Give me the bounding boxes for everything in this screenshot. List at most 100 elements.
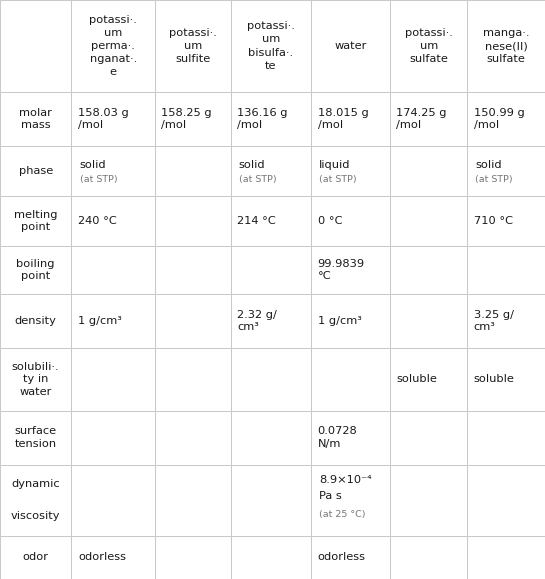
- Text: 99.9839
°C: 99.9839 °C: [318, 259, 365, 281]
- Text: molar
mass: molar mass: [19, 108, 52, 130]
- Bar: [231, 0, 311, 92]
- Text: phase: phase: [19, 166, 53, 176]
- Bar: [390, 146, 468, 196]
- Text: potassi·.
um
sulfite: potassi·. um sulfite: [169, 28, 217, 64]
- Text: 710 °C: 710 °C: [474, 216, 513, 226]
- Text: potassi·.
um
sulfate: potassi·. um sulfate: [405, 28, 453, 64]
- Bar: [390, 411, 468, 464]
- Bar: [231, 246, 311, 294]
- Text: 0 °C: 0 °C: [318, 216, 342, 226]
- Bar: [71, 536, 155, 579]
- Bar: [311, 146, 390, 196]
- Bar: [71, 0, 155, 92]
- Text: 1 g/cm³: 1 g/cm³: [318, 316, 361, 326]
- Text: odor: odor: [23, 552, 49, 562]
- Text: (at STP): (at STP): [239, 175, 276, 184]
- Bar: [0, 536, 71, 579]
- Bar: [155, 348, 231, 411]
- Text: odorless: odorless: [318, 552, 366, 562]
- Bar: [155, 294, 231, 348]
- Bar: [155, 464, 231, 536]
- Text: boiling
point: boiling point: [16, 259, 55, 281]
- Text: 240 °C: 240 °C: [78, 216, 117, 226]
- Bar: [390, 0, 468, 92]
- Text: 158.03 g
/mol: 158.03 g /mol: [78, 108, 129, 130]
- Bar: [0, 0, 71, 92]
- Bar: [0, 348, 71, 411]
- Bar: [0, 246, 71, 294]
- Text: 136.16 g
/mol: 136.16 g /mol: [237, 108, 288, 130]
- Text: potassi·.
um
perma·.
nganat·.
e: potassi·. um perma·. nganat·. e: [89, 14, 137, 78]
- Text: dynamic: dynamic: [11, 479, 60, 489]
- Bar: [155, 196, 231, 246]
- Bar: [468, 0, 545, 92]
- Bar: [231, 464, 311, 536]
- Bar: [311, 92, 390, 146]
- Text: 8.9×10⁻⁴: 8.9×10⁻⁴: [319, 475, 372, 485]
- Bar: [71, 246, 155, 294]
- Text: solid: solid: [239, 160, 265, 170]
- Bar: [231, 348, 311, 411]
- Text: 0.0728
N/m: 0.0728 N/m: [318, 426, 358, 449]
- Bar: [0, 92, 71, 146]
- Bar: [71, 146, 155, 196]
- Text: (at STP): (at STP): [80, 175, 117, 184]
- Text: viscosity: viscosity: [11, 511, 60, 521]
- Bar: [231, 411, 311, 464]
- Bar: [390, 92, 468, 146]
- Text: solid: solid: [475, 160, 502, 170]
- Bar: [468, 246, 545, 294]
- Text: solubili·.
ty in
water: solubili·. ty in water: [12, 362, 59, 397]
- Text: density: density: [15, 316, 57, 326]
- Bar: [311, 246, 390, 294]
- Bar: [71, 294, 155, 348]
- Text: melting
point: melting point: [14, 210, 57, 232]
- Bar: [468, 536, 545, 579]
- Bar: [155, 246, 231, 294]
- Text: 150.99 g
/mol: 150.99 g /mol: [474, 108, 524, 130]
- Bar: [231, 294, 311, 348]
- Bar: [468, 196, 545, 246]
- Bar: [71, 196, 155, 246]
- Bar: [0, 196, 71, 246]
- Bar: [311, 411, 390, 464]
- Text: 1 g/cm³: 1 g/cm³: [78, 316, 122, 326]
- Bar: [0, 464, 71, 536]
- Bar: [155, 146, 231, 196]
- Text: potassi·.
um
bisulfa·.
te: potassi·. um bisulfa·. te: [247, 21, 295, 71]
- Bar: [155, 92, 231, 146]
- Bar: [390, 246, 468, 294]
- Bar: [311, 196, 390, 246]
- Bar: [390, 464, 468, 536]
- Bar: [231, 536, 311, 579]
- Text: (at STP): (at STP): [319, 175, 357, 184]
- Bar: [155, 0, 231, 92]
- Text: (at 25 °C): (at 25 °C): [319, 510, 366, 519]
- Bar: [468, 92, 545, 146]
- Text: water: water: [335, 41, 367, 51]
- Bar: [390, 536, 468, 579]
- Bar: [0, 294, 71, 348]
- Bar: [468, 411, 545, 464]
- Text: odorless: odorless: [78, 552, 126, 562]
- Text: soluble: soluble: [474, 374, 514, 384]
- Bar: [468, 464, 545, 536]
- Text: (at STP): (at STP): [475, 175, 513, 184]
- Text: 214 °C: 214 °C: [237, 216, 276, 226]
- Bar: [390, 348, 468, 411]
- Bar: [231, 196, 311, 246]
- Bar: [468, 348, 545, 411]
- Bar: [390, 196, 468, 246]
- Text: 174.25 g
/mol: 174.25 g /mol: [396, 108, 447, 130]
- Text: 18.015 g
/mol: 18.015 g /mol: [318, 108, 368, 130]
- Bar: [468, 146, 545, 196]
- Bar: [311, 0, 390, 92]
- Bar: [71, 464, 155, 536]
- Bar: [155, 411, 231, 464]
- Bar: [231, 146, 311, 196]
- Text: soluble: soluble: [396, 374, 437, 384]
- Bar: [0, 146, 71, 196]
- Bar: [231, 92, 311, 146]
- Bar: [311, 294, 390, 348]
- Bar: [311, 464, 390, 536]
